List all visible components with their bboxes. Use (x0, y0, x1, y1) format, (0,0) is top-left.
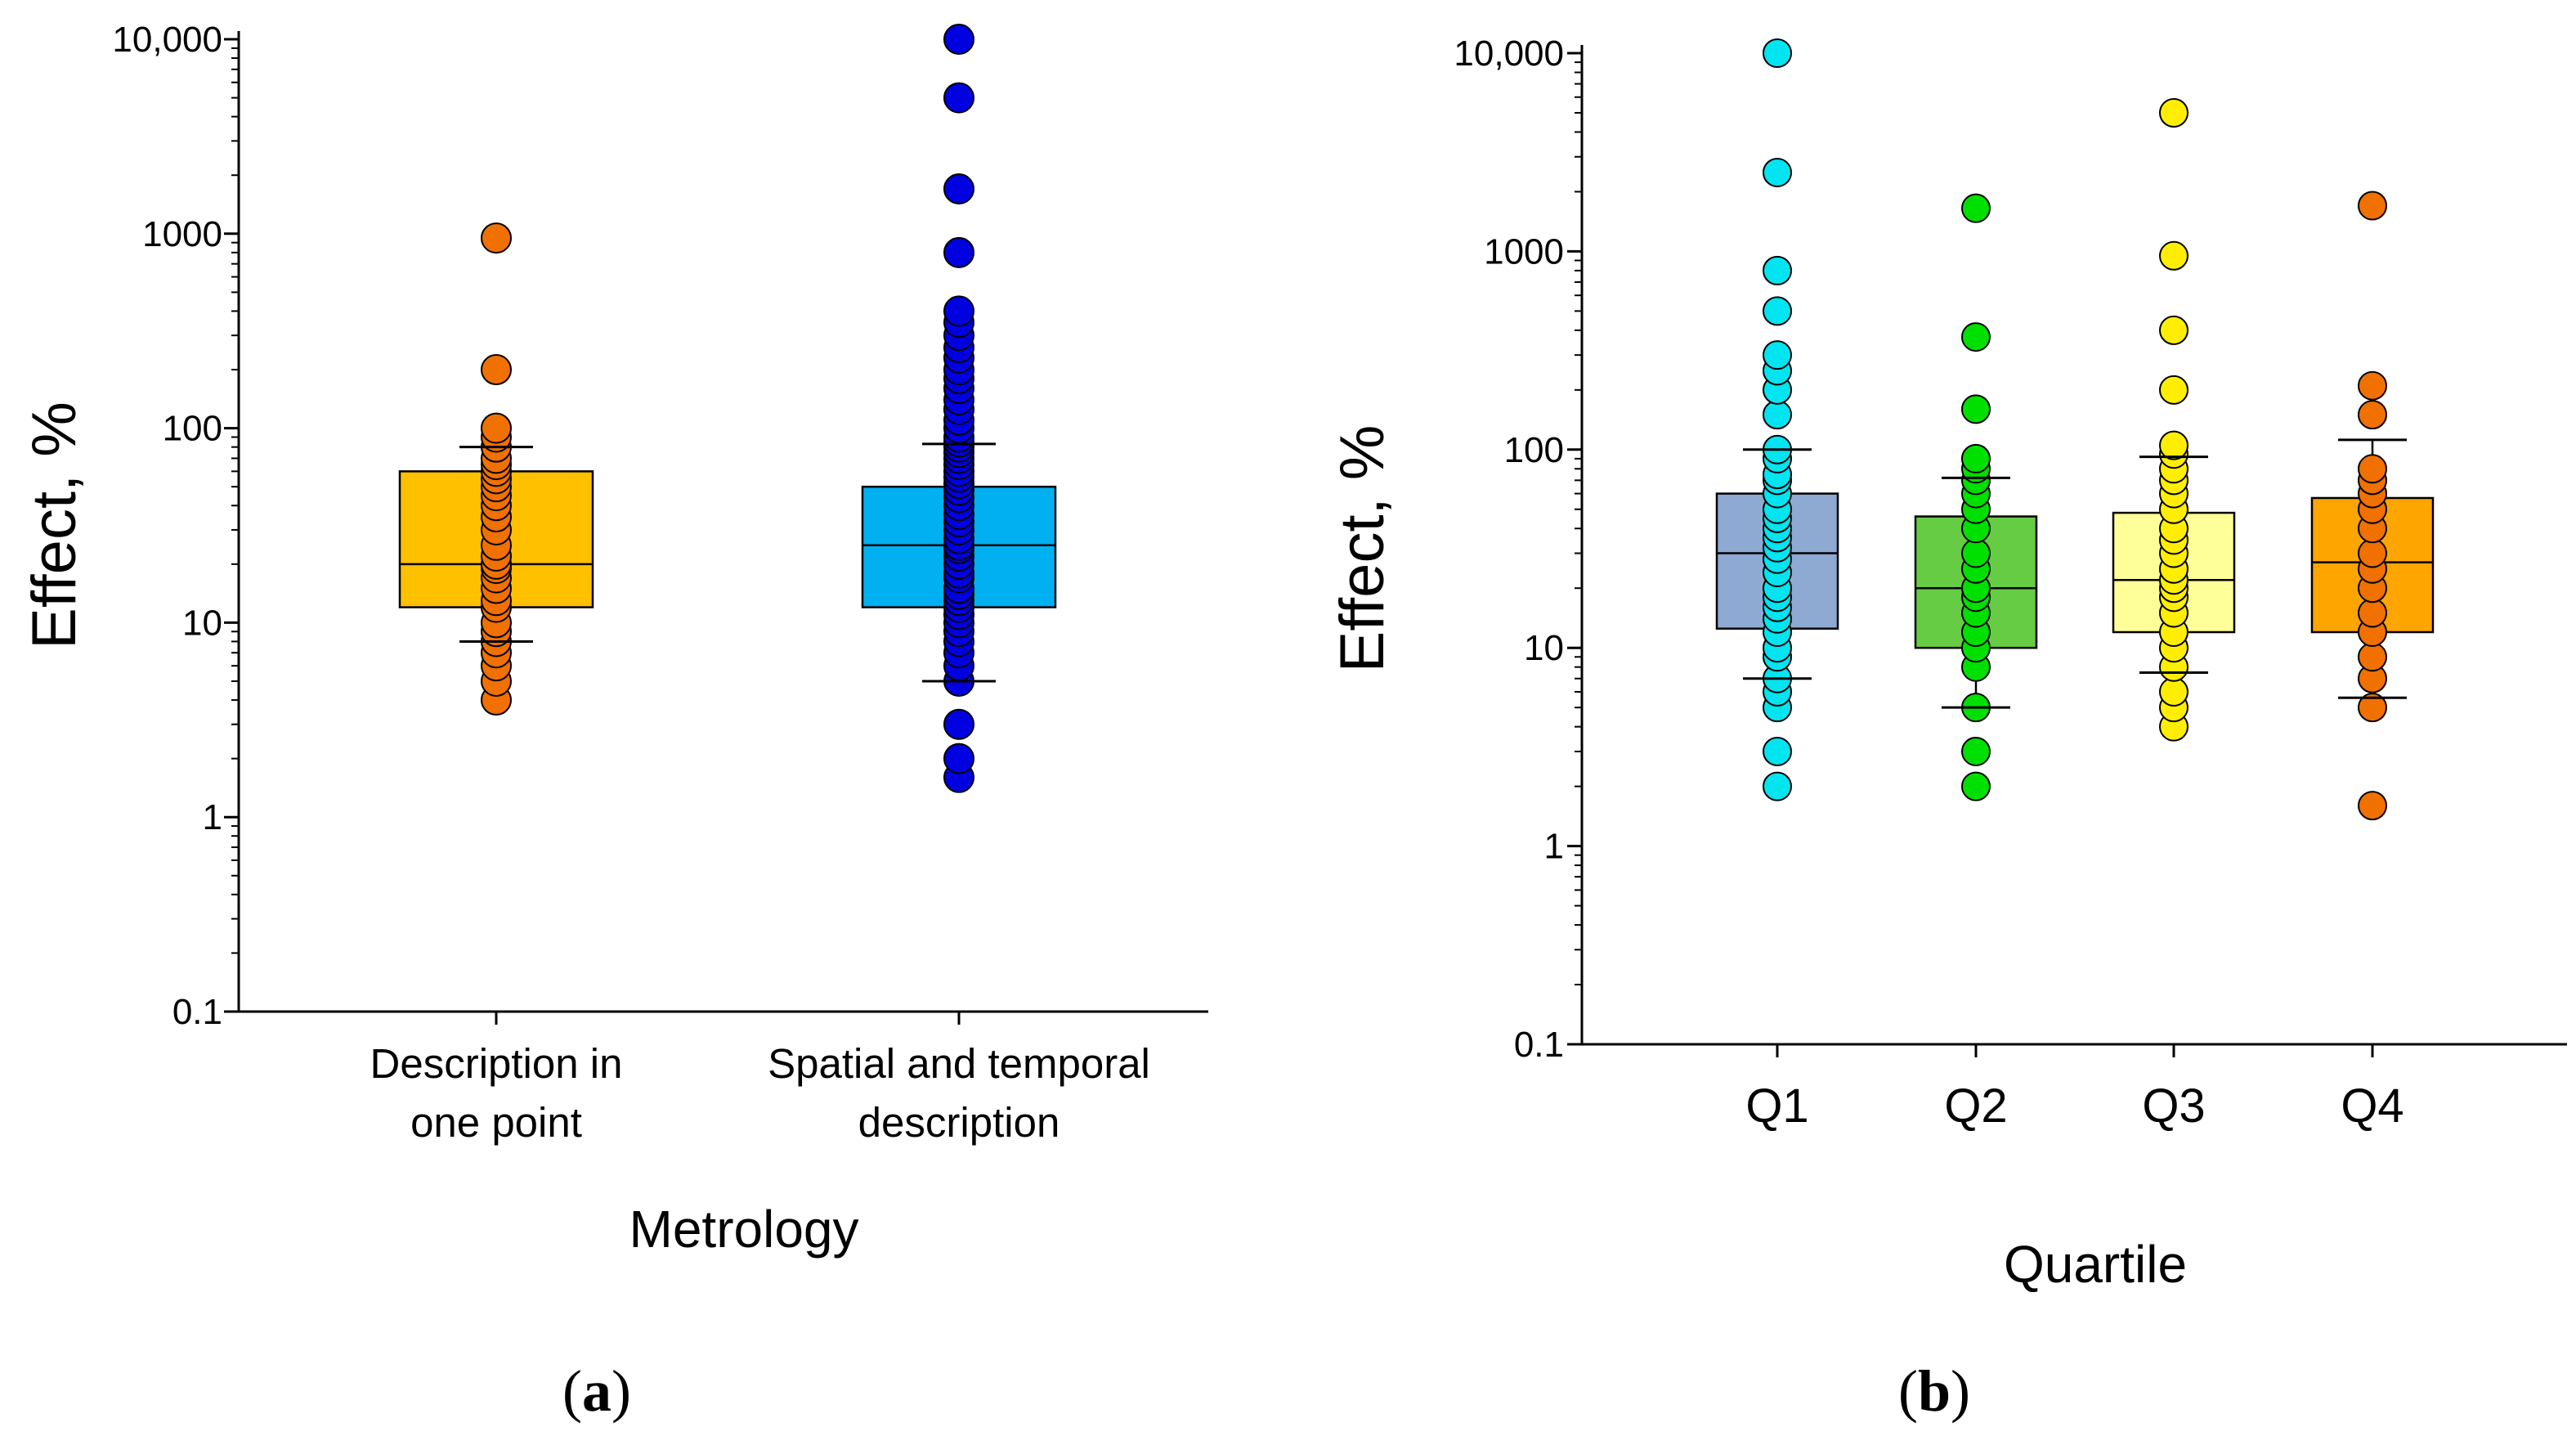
x-tick-label: description (858, 1099, 1060, 1146)
data-point (481, 354, 512, 386)
panel-a-label: (a) (562, 1357, 631, 1425)
data-point (2159, 240, 2188, 271)
y-tick-label: 10 (1524, 628, 1564, 668)
x-tick-label: Q1 (1745, 1079, 1808, 1133)
data-point (2358, 370, 2387, 401)
data-point (2159, 430, 2188, 460)
data-point (2159, 97, 2188, 128)
data-point (1961, 736, 1991, 766)
panel-b-label-close: ) (1951, 1358, 1971, 1424)
data-point (2358, 538, 2387, 568)
data-point (943, 708, 974, 740)
data-point (2159, 315, 2188, 345)
y-tick-label: 1 (203, 797, 222, 837)
panel-b-chart: 0.1 1 10 100 1000 10,000 Effect, % Quartile Q1 Q2… (1328, 34, 2567, 1294)
panel-a-chart: 0.1 1 10 100 1000 10,000 Effect, % Metrology Des… (20, 20, 1208, 1259)
y-tick-label: 10,000 (1454, 34, 1564, 74)
data-point (943, 236, 974, 268)
data-point (1763, 255, 1792, 285)
panel-b-label-open: ( (1898, 1358, 1918, 1424)
y-axis-label: Effect, % (20, 402, 89, 649)
y-tick-label: 1000 (1484, 231, 1564, 271)
data-point (943, 743, 974, 774)
data-point (1961, 443, 1991, 473)
data-point (2358, 642, 2387, 672)
data-point (1763, 736, 1792, 766)
data-point (2159, 676, 2188, 707)
data-point (1961, 771, 1991, 801)
data-point (943, 295, 974, 327)
panel-a-label-open: ( (562, 1358, 582, 1424)
data-point (1763, 340, 1792, 370)
panel-b-label-letter: b (1917, 1358, 1951, 1424)
data-point (481, 222, 512, 254)
data-point (943, 82, 974, 114)
x-tick-label: Q3 (2142, 1079, 2205, 1133)
x-tick-label: Q4 (2341, 1079, 2404, 1133)
data-point (2358, 400, 2387, 430)
x-tick-label: one point (410, 1099, 582, 1146)
data-point (1961, 322, 1991, 352)
data-point (2358, 598, 2387, 628)
data-point (2358, 791, 2387, 821)
x-tick-label: Q2 (1944, 1079, 2007, 1133)
y-tick-label: 10,000 (112, 20, 222, 60)
panel-a-label-letter: a (581, 1358, 612, 1424)
data-point (2358, 191, 2387, 221)
data-point (943, 24, 974, 55)
y-tick-label: 10 (182, 603, 222, 643)
data-point (1763, 296, 1792, 326)
y-tick-label: 0.1 (1514, 1025, 1564, 1065)
data-point (1961, 193, 1991, 223)
x-tick-label: Spatial and temporal (768, 1040, 1150, 1087)
panel-b-label: (b) (1898, 1357, 1970, 1425)
data-point (1961, 538, 1991, 568)
data-point (943, 173, 974, 204)
data-point (1763, 157, 1792, 187)
y-tick-label: 0.1 (172, 992, 222, 1032)
data-point (2358, 693, 2387, 723)
y-tick-label: 1000 (142, 214, 222, 254)
y-tick-label: 100 (163, 409, 222, 449)
data-point (1763, 771, 1792, 801)
data-point (2358, 454, 2387, 484)
panel-a-label-close: ) (611, 1358, 631, 1424)
x-tick-label: Description in (370, 1040, 623, 1087)
y-axis-label: Effect, % (1328, 425, 1397, 673)
data-point (2159, 375, 2188, 405)
data-point (1763, 400, 1792, 430)
data-point (1961, 394, 1991, 424)
x-axis-label: Metrology (629, 1200, 859, 1259)
y-tick-label: 1 (1544, 827, 1564, 867)
data-point (481, 412, 512, 444)
data-point (1763, 38, 1792, 68)
x-axis-label: Quartile (2004, 1235, 2187, 1294)
y-tick-label: 100 (1504, 430, 1564, 470)
